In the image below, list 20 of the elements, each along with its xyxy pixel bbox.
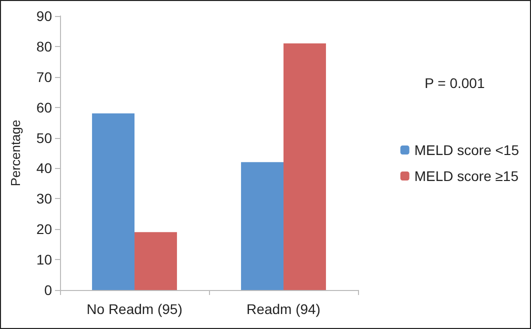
x-tick-label: Readm (94) <box>246 301 320 317</box>
y-axis-title: Percentage <box>8 120 23 186</box>
legend-label: MELD score <15 <box>414 142 520 158</box>
bar <box>284 43 326 290</box>
bar <box>92 113 134 290</box>
y-tick-label: 90 <box>36 8 52 24</box>
y-tick-label: 60 <box>36 99 52 116</box>
x-tick-label: No Readm (95) <box>86 301 182 317</box>
bar <box>134 232 177 290</box>
y-tick-label: 80 <box>36 38 52 54</box>
y-tick-label: 50 <box>36 130 52 146</box>
text: P = 0.001 <box>424 75 485 91</box>
y-tick-label: 30 <box>36 190 52 207</box>
y-tick-label: 10 <box>36 252 52 268</box>
y-tick-label: 0 <box>44 282 52 298</box>
y-tick-label: 20 <box>36 221 52 238</box>
bar <box>241 162 284 290</box>
y-tick-label: 70 <box>36 68 52 85</box>
y-tick-label: 40 <box>36 160 52 176</box>
legend-label: MELD score ≥15 <box>414 168 519 184</box>
